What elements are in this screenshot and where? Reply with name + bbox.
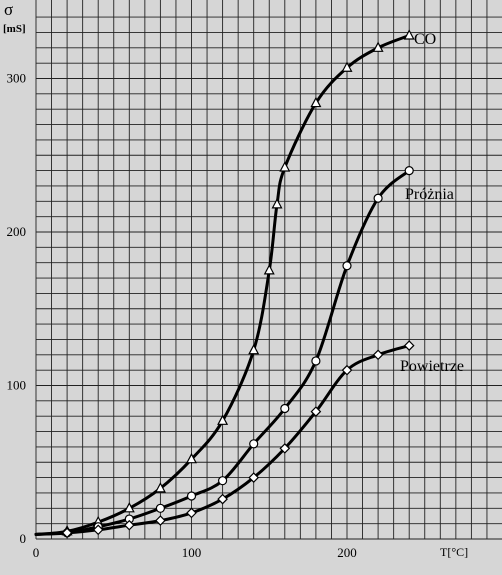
data-point-co [217, 414, 229, 425]
data-point-powietrze [310, 406, 322, 417]
data-point-proznia [373, 193, 383, 203]
data-point-co [248, 343, 260, 355]
x-tick-label: 0 [33, 545, 40, 560]
y-axis-unit: [mS] [3, 23, 26, 35]
x-tick-label: 100 [182, 545, 202, 560]
data-point-co [123, 502, 135, 513]
data-point-powietrze [341, 364, 353, 376]
data-point-co [279, 161, 291, 172]
data-point-proznia [249, 439, 259, 449]
data-point-co [154, 482, 166, 493]
data-point-powietrze [186, 507, 197, 519]
data-point-powietrze [248, 472, 260, 483]
data-point-co [271, 198, 283, 209]
x-tick-label: 200 [337, 545, 357, 560]
data-point-proznia [280, 403, 290, 414]
tick-labels: 0 100 200 0 100 200 300 [7, 71, 357, 561]
data-point-powietrze [123, 519, 135, 531]
data-point-proznia [311, 356, 321, 366]
series-markers [61, 29, 415, 539]
y-tick-label: 300 [7, 71, 27, 86]
data-point-powietrze [217, 493, 228, 505]
data-point-powietrze [155, 515, 166, 526]
data-point-co [403, 29, 415, 40]
data-point-proznia [404, 166, 414, 176]
data-point-proznia [342, 261, 352, 271]
data-point-co [186, 452, 197, 464]
data-point-powietrze [279, 443, 291, 454]
data-point-powietrze [92, 524, 104, 536]
data-point-co [310, 96, 322, 108]
x-axis-label: T[°C] [440, 545, 468, 559]
series-label-proznia: Próżnia [405, 186, 454, 203]
data-point-proznia [155, 503, 165, 513]
data-point-proznia [186, 491, 197, 501]
y-tick-label: 0 [20, 531, 27, 546]
series-label-powietrze: Powietrze [400, 358, 464, 375]
y-tick-label: 200 [7, 224, 27, 239]
data-point-co [372, 41, 384, 52]
data-point-co [341, 61, 353, 72]
y-axis-label: σ [4, 0, 13, 19]
data-point-powietrze [403, 340, 415, 351]
data-point-powietrze [61, 527, 73, 539]
data-point-co [263, 264, 275, 275]
series-label-co: CO [414, 31, 436, 48]
data-point-powietrze [372, 349, 384, 361]
data-point-proznia [218, 476, 228, 486]
y-tick-label: 100 [7, 378, 27, 393]
grid [35, 0, 502, 540]
